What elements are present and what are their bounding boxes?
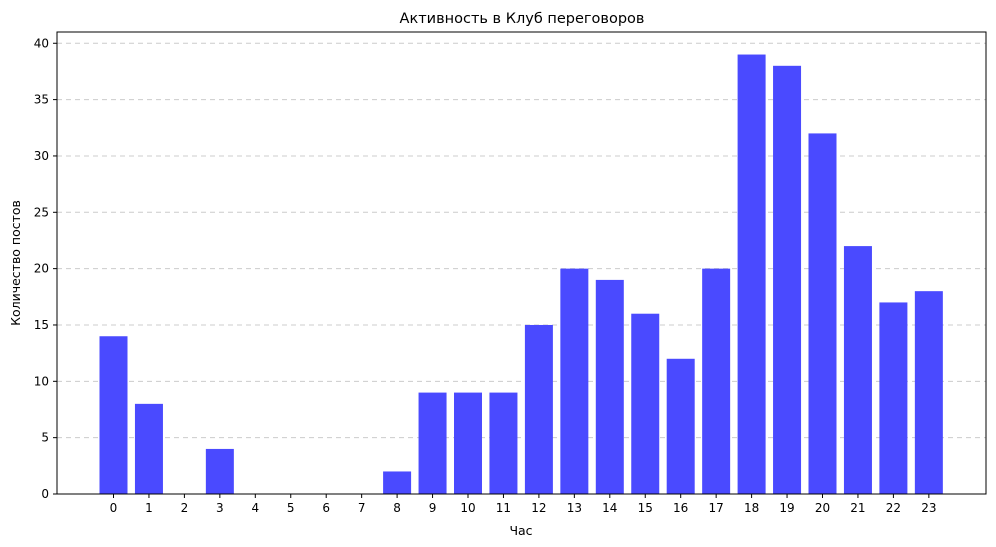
bar-hour-21 [843, 246, 872, 494]
bar-hour-12 [524, 324, 553, 494]
y-tick-label: 20 [34, 262, 49, 276]
x-tick-label: 2 [181, 501, 189, 515]
x-tick-label: 22 [886, 501, 901, 515]
bar-hour-15 [631, 313, 660, 494]
x-tick-label: 5 [287, 501, 295, 515]
x-tick-label: 6 [322, 501, 330, 515]
x-axis-label: Час [509, 523, 532, 538]
x-tick-label: 3 [216, 501, 224, 515]
y-axis-ticks: 0 5 10 15 20 25 30 35 40 [34, 36, 57, 501]
chart-title: Активность в Клуб переговоров [400, 11, 645, 27]
bar-hour-17 [702, 268, 731, 494]
bar-hour-9 [418, 392, 447, 494]
plot-frame [56, 31, 987, 495]
y-tick-label: 0 [41, 487, 49, 501]
x-tick-label: 0 [110, 501, 118, 515]
x-tick-label: 16 [673, 501, 688, 515]
x-tick-label: 23 [921, 501, 936, 515]
bar-hour-20 [808, 133, 837, 495]
bar-hour-22 [879, 302, 908, 494]
y-tick-label: 15 [34, 318, 49, 332]
x-tick-label: 1 [145, 501, 153, 515]
bar-hour-23 [914, 291, 943, 494]
x-tick-label: 20 [815, 501, 830, 515]
x-axis-ticks: 0 1 2 3 4 5 6 7 8 9 10 11 12 13 14 15 16 17 18 19 20 21 22 23 [110, 494, 936, 515]
bar-hour-19 [773, 65, 802, 495]
bar-hour-16 [666, 358, 695, 494]
x-tick-label: 14 [602, 501, 617, 515]
bar-hour-10 [454, 392, 482, 494]
x-tick-label: 8 [393, 501, 401, 515]
x-tick-label: 19 [779, 501, 794, 515]
x-tick-label: 15 [638, 501, 653, 515]
y-tick-label: 40 [34, 36, 49, 50]
y-tick-label: 35 [34, 93, 49, 107]
x-tick-label: 10 [460, 501, 475, 515]
bar-hour-0 [99, 336, 128, 494]
bar-hour-11 [489, 392, 518, 494]
x-tick-label: 12 [531, 501, 546, 515]
y-axis-label: Количество постов [8, 200, 23, 326]
x-tick-label: 11 [496, 501, 511, 515]
bar-hour-8 [383, 471, 412, 494]
x-tick-label: 21 [850, 501, 865, 515]
x-tick-label: 9 [429, 501, 437, 515]
x-tick-label: 7 [358, 501, 366, 515]
x-tick-label: 4 [251, 501, 259, 515]
x-tick-label: 13 [567, 501, 582, 515]
y-tick-label: 5 [41, 431, 49, 445]
y-tick-label: 25 [34, 205, 49, 219]
bar-hour-1 [134, 403, 163, 494]
bar-hour-14 [595, 279, 624, 494]
bar-hour-3 [205, 448, 234, 494]
y-tick-label: 10 [34, 374, 49, 388]
x-tick-label: 18 [744, 501, 759, 515]
x-tick-label: 17 [709, 501, 724, 515]
bars-group [99, 54, 943, 495]
bar-hour-18 [737, 54, 766, 494]
bar-hour-13 [560, 268, 589, 494]
y-tick-label: 30 [34, 149, 49, 163]
